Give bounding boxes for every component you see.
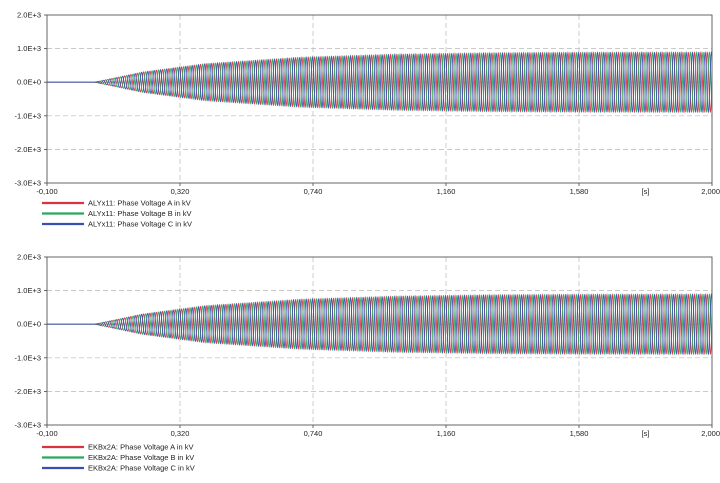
x-tick-label: -0,100 xyxy=(36,187,57,196)
legend-label: EKBx2A: Phase Voltage A in kV xyxy=(88,443,194,452)
x-tick-label: 0,320 xyxy=(171,429,190,438)
series-line-phase-b xyxy=(47,51,712,114)
y-tick-label: 1.0E+3 xyxy=(17,286,41,295)
chart-1: 2.0E+3 1.0E+3 0.0E+0 -1.0E+3 -2.0E+3 -3.0E+3-… xyxy=(15,11,720,229)
waveform-group xyxy=(47,293,712,356)
x-unit-label: [s] xyxy=(642,429,650,438)
series-line-phase-c xyxy=(47,51,712,114)
y-tick-label: -1.0E+3 xyxy=(15,353,41,362)
y-tick-label: -2.0E+3 xyxy=(15,145,41,154)
legend-label: EKBx2A: Phase Voltage C in kV xyxy=(88,464,195,473)
legend-label: EKBx2A: Phase Voltage B in kV xyxy=(88,453,194,462)
x-tick-label: 2,000 xyxy=(701,187,720,196)
x-unit-label: [s] xyxy=(642,187,650,196)
x-tick-label: 0,740 xyxy=(304,187,323,196)
x-tick-label: 1,160 xyxy=(437,429,456,438)
x-tick-label: 2,000 xyxy=(701,429,720,438)
y-tick-label: 1.0E+3 xyxy=(17,44,41,53)
series-line-phase-a xyxy=(47,293,712,356)
x-tick-label: 0,320 xyxy=(171,187,190,196)
waveform-group xyxy=(47,51,712,114)
x-tick-label: 1,580 xyxy=(570,429,589,438)
x-tick-label: 1,580 xyxy=(570,187,589,196)
x-tick-label: 0,740 xyxy=(304,429,323,438)
chart-2: 2.0E+3 1.0E+3 0.0E+0 -1.0E+3 -2.0E+3 -3.0E+3-… xyxy=(15,253,720,473)
legend-label: ALYx11: Phase Voltage C in kV xyxy=(88,220,192,229)
series-line-phase-a xyxy=(47,51,712,114)
series-line-phase-c xyxy=(47,293,712,356)
x-tick-label: 1,160 xyxy=(437,187,456,196)
x-tick-label: -0,100 xyxy=(36,429,57,438)
y-tick-label: -3.0E+3 xyxy=(15,179,41,188)
series-line-phase-b xyxy=(47,293,712,356)
plot-border xyxy=(46,256,713,426)
y-tick-label: 0.0E+0 xyxy=(17,320,41,329)
y-tick-label: -3.0E+3 xyxy=(15,421,41,430)
y-tick-label: 0.0E+0 xyxy=(17,78,41,87)
y-tick-label: 2.0E+3 xyxy=(17,11,41,20)
y-tick-label: -2.0E+3 xyxy=(15,387,41,396)
plot-border xyxy=(46,14,713,184)
legend-label: ALYx11: Phase Voltage B in kV xyxy=(88,209,192,218)
y-tick-label: 2.0E+3 xyxy=(17,253,41,262)
legend-label: ALYx11: Phase Voltage A in kV xyxy=(88,199,191,208)
y-tick-label: -1.0E+3 xyxy=(15,111,41,120)
